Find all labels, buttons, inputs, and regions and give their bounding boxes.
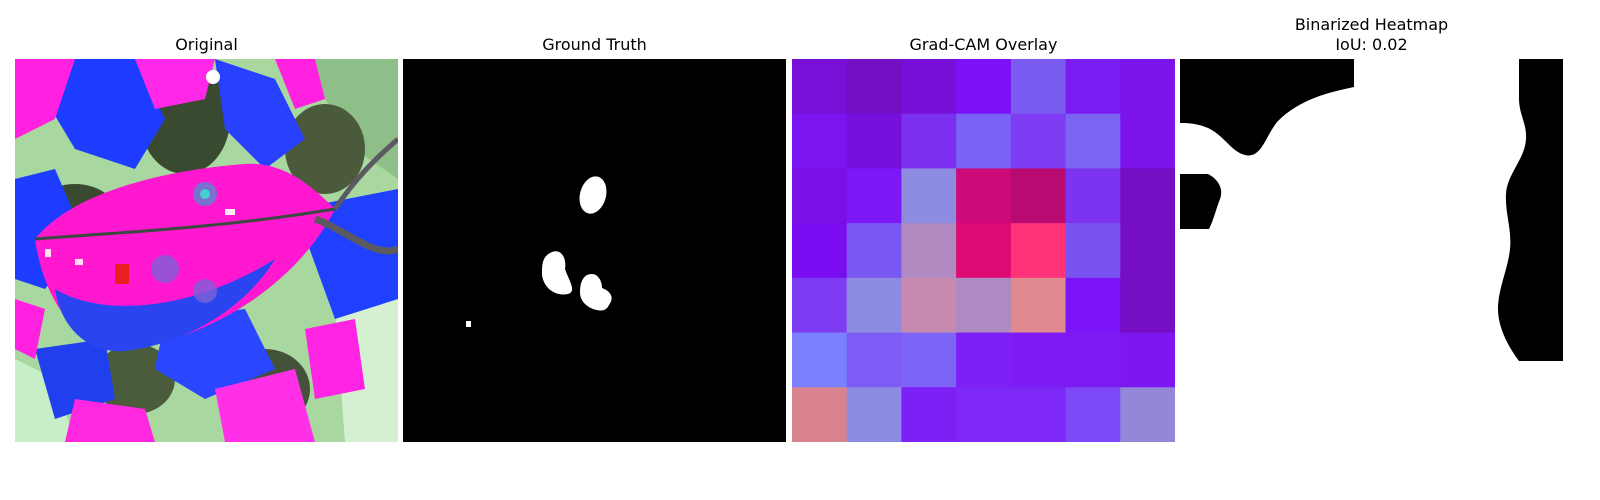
- heatmap-cell: [956, 168, 1012, 224]
- heatmap-cell: [1010, 332, 1067, 388]
- heatmap-cell: [901, 223, 957, 279]
- heatmap-cell: [1010, 59, 1067, 115]
- heatmap-cell: [901, 387, 957, 442]
- heatmap-cell: [1065, 277, 1121, 334]
- heatmap-cell: [956, 59, 1012, 115]
- original-image: [15, 59, 398, 442]
- heatmap-cell: [1010, 277, 1067, 334]
- heatmap-cell: [1010, 113, 1067, 170]
- heatmap-cell: [1010, 223, 1067, 279]
- heatmap-cell: [956, 332, 1012, 388]
- heatmap-cell: [1065, 59, 1121, 115]
- heatmap-cell: [1065, 168, 1121, 224]
- gradcam-heatmap: [792, 59, 1175, 442]
- panel-title-original: Original: [175, 35, 238, 54]
- heatmap-cell: [901, 59, 957, 115]
- heatmap-cell: [1065, 223, 1121, 279]
- heatmap-cell: [846, 59, 903, 115]
- iou-label: IoU: 0.02: [1335, 35, 1408, 54]
- heatmap-cell: [1120, 277, 1175, 334]
- panel-title-gradcam: Grad-CAM Overlay: [909, 35, 1058, 54]
- heatmap-cell: [901, 113, 957, 170]
- heatmap-cell: [1120, 168, 1175, 224]
- heatmap-cell: [901, 168, 957, 224]
- heatmap-cell: [792, 168, 848, 224]
- panel-original: Original: [15, 0, 398, 500]
- heatmap-cell: [956, 113, 1012, 170]
- panel-gradcam: Grad-CAM Overlay: [792, 0, 1175, 500]
- heatmap-cell: [901, 277, 957, 334]
- heatmap-cell: [1120, 223, 1175, 279]
- heatmap-cell: [1065, 387, 1121, 442]
- heatmap-cell: [792, 223, 848, 279]
- panel-binarized: Binarized Heatmap IoU: 0.02: [1180, 0, 1563, 500]
- heatmap-cell: [792, 277, 848, 334]
- panel-ground-truth: Ground Truth: [403, 0, 786, 500]
- heatmap-cell: [846, 168, 903, 224]
- heatmap-cell: [1065, 332, 1121, 388]
- heatmap-cell: [792, 332, 848, 388]
- heatmap-cell: [1120, 332, 1175, 388]
- heatmap-cell: [1010, 387, 1067, 442]
- heatmap-cell: [846, 113, 903, 170]
- heatmap-cell: [846, 223, 903, 279]
- heatmap-cell: [792, 59, 848, 115]
- ground-truth-mask: [403, 59, 786, 442]
- heatmap-cell: [846, 387, 903, 442]
- binarized-heatmap-mask: [1180, 59, 1563, 442]
- heatmap-cell: [956, 277, 1012, 334]
- heatmap-cell: [1120, 387, 1175, 442]
- heatmap-cell: [956, 223, 1012, 279]
- heatmap-cell: [1120, 59, 1175, 115]
- heatmap-cell: [792, 387, 848, 442]
- panel-title-binarized: Binarized Heatmap: [1294, 15, 1449, 34]
- heatmap-cell: [956, 387, 1012, 442]
- heatmap-cell: [846, 277, 903, 334]
- panel-title-ground-truth: Ground Truth: [542, 35, 647, 54]
- heatmap-cell: [1065, 113, 1121, 170]
- heatmap-cell: [846, 332, 903, 388]
- heatmap-cell: [1120, 113, 1175, 170]
- heatmap-cell: [901, 332, 957, 388]
- heatmap-cell: [1010, 168, 1067, 224]
- heatmap-cell: [792, 113, 848, 170]
